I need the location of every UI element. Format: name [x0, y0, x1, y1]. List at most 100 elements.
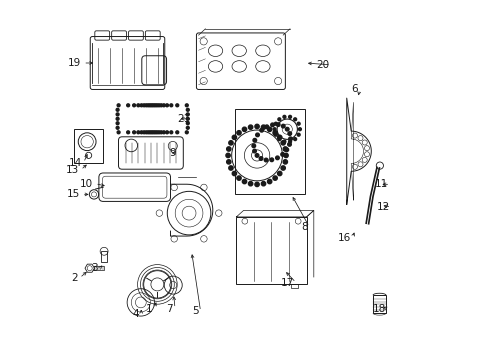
- Circle shape: [283, 160, 287, 164]
- Circle shape: [242, 179, 246, 184]
- Circle shape: [116, 126, 119, 129]
- Circle shape: [248, 125, 252, 129]
- Circle shape: [297, 133, 300, 136]
- Circle shape: [146, 104, 149, 107]
- Circle shape: [274, 122, 277, 125]
- Circle shape: [126, 104, 129, 107]
- Circle shape: [157, 131, 160, 134]
- Text: 1: 1: [145, 303, 152, 314]
- Circle shape: [155, 131, 158, 134]
- Circle shape: [259, 157, 263, 160]
- Circle shape: [232, 135, 236, 140]
- Circle shape: [277, 171, 281, 176]
- Text: 16: 16: [337, 233, 350, 243]
- Circle shape: [254, 182, 259, 186]
- Circle shape: [285, 127, 288, 131]
- Text: 17: 17: [280, 278, 294, 288]
- Circle shape: [242, 127, 246, 131]
- Bar: [74, 129, 103, 163]
- Circle shape: [137, 131, 140, 134]
- Circle shape: [261, 125, 265, 129]
- Text: 7: 7: [166, 303, 173, 314]
- Circle shape: [142, 104, 145, 107]
- Circle shape: [132, 131, 135, 134]
- Text: 14: 14: [68, 158, 81, 168]
- Text: 3: 3: [91, 263, 98, 273]
- Circle shape: [232, 171, 236, 176]
- Circle shape: [280, 153, 284, 156]
- Circle shape: [185, 131, 188, 134]
- Text: 6: 6: [350, 84, 357, 94]
- Circle shape: [126, 131, 129, 134]
- Circle shape: [267, 127, 271, 131]
- Circle shape: [277, 135, 281, 140]
- Circle shape: [277, 118, 280, 121]
- Circle shape: [276, 123, 280, 126]
- Circle shape: [165, 104, 168, 107]
- Circle shape: [165, 131, 168, 134]
- Circle shape: [274, 133, 277, 136]
- Circle shape: [137, 104, 140, 107]
- Circle shape: [283, 147, 287, 151]
- Circle shape: [162, 104, 165, 107]
- Circle shape: [144, 104, 147, 107]
- Circle shape: [283, 116, 285, 118]
- Bar: [101, 251, 107, 262]
- Text: 5: 5: [192, 306, 199, 316]
- Circle shape: [255, 154, 258, 157]
- Text: 12: 12: [376, 202, 389, 212]
- Circle shape: [142, 131, 145, 134]
- Circle shape: [160, 131, 163, 134]
- Text: 11: 11: [374, 179, 387, 189]
- Circle shape: [176, 131, 178, 134]
- Circle shape: [116, 117, 119, 120]
- Circle shape: [272, 131, 277, 135]
- Circle shape: [146, 131, 149, 134]
- Circle shape: [275, 156, 279, 159]
- Circle shape: [154, 131, 156, 134]
- Circle shape: [160, 104, 163, 107]
- Circle shape: [228, 141, 233, 145]
- Bar: [236, 217, 306, 284]
- Text: 10: 10: [80, 179, 93, 189]
- Circle shape: [288, 137, 292, 141]
- Circle shape: [272, 176, 277, 180]
- Circle shape: [132, 104, 135, 107]
- Circle shape: [270, 123, 274, 127]
- Circle shape: [116, 108, 119, 111]
- Circle shape: [162, 131, 165, 134]
- Circle shape: [148, 104, 151, 107]
- Text: 8: 8: [300, 222, 307, 232]
- Circle shape: [140, 104, 142, 107]
- Circle shape: [293, 118, 296, 121]
- Circle shape: [252, 139, 256, 142]
- Circle shape: [298, 128, 301, 131]
- Circle shape: [288, 116, 291, 118]
- Circle shape: [150, 104, 153, 107]
- Circle shape: [186, 122, 189, 125]
- Circle shape: [186, 117, 189, 120]
- Bar: [290, 284, 298, 288]
- Circle shape: [185, 104, 188, 107]
- Circle shape: [255, 133, 259, 137]
- Circle shape: [287, 132, 291, 135]
- Circle shape: [273, 128, 275, 131]
- Circle shape: [186, 113, 189, 116]
- Circle shape: [281, 124, 285, 128]
- Circle shape: [259, 129, 263, 132]
- Circle shape: [140, 131, 142, 134]
- Circle shape: [277, 138, 280, 140]
- Text: 20: 20: [315, 60, 328, 70]
- Text: 13: 13: [65, 165, 79, 175]
- Circle shape: [116, 113, 119, 116]
- Circle shape: [144, 131, 147, 134]
- Circle shape: [293, 138, 296, 140]
- Circle shape: [228, 166, 233, 170]
- Circle shape: [148, 131, 151, 134]
- Bar: [234, 109, 304, 194]
- Circle shape: [251, 144, 255, 148]
- Text: 2: 2: [71, 273, 78, 283]
- Circle shape: [297, 122, 300, 125]
- Circle shape: [285, 148, 288, 152]
- Circle shape: [186, 108, 189, 111]
